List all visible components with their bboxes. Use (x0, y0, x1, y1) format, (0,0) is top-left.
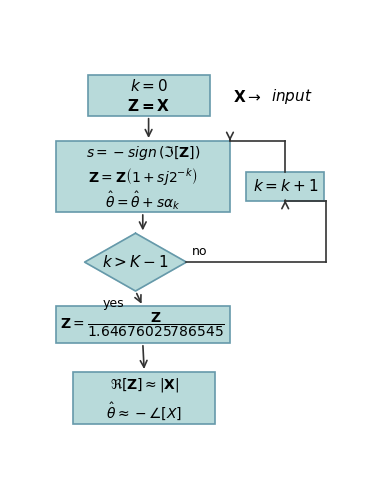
Text: $k = 0$: $k = 0$ (129, 78, 168, 94)
Text: $\mathbf{X} \rightarrow$: $\mathbf{X} \rightarrow$ (233, 88, 262, 104)
Text: $\mathit{input}$: $\mathit{input}$ (271, 87, 312, 106)
FancyBboxPatch shape (56, 306, 230, 343)
Text: $\mathbf{Z = X}$: $\mathbf{Z = X}$ (127, 98, 170, 114)
FancyBboxPatch shape (73, 372, 215, 424)
Text: $\mathbf{Z} = \dfrac{\mathbf{Z}}{1.64676025786545}$: $\mathbf{Z} = \dfrac{\mathbf{Z}}{1.64676… (60, 310, 225, 339)
FancyBboxPatch shape (56, 141, 230, 212)
Text: $k > K - 1$: $k > K - 1$ (102, 254, 169, 270)
Text: $\mathbf{Z} = \mathbf{Z}\left(1 + sj2^{-k}\right)$: $\mathbf{Z} = \mathbf{Z}\left(1 + sj2^{-… (88, 166, 197, 187)
Text: $\hat{\theta} = \hat{\theta} + s\alpha_k$: $\hat{\theta} = \hat{\theta} + s\alpha_k… (105, 189, 180, 212)
Polygon shape (85, 234, 186, 291)
Text: $\Re[\mathbf{Z}] \approx |\mathbf{X}|$: $\Re[\mathbf{Z}] \approx |\mathbf{X}|$ (110, 376, 179, 394)
Text: $s = -sign\,(\Im[\mathbf{Z}])$: $s = -sign\,(\Im[\mathbf{Z}])$ (86, 144, 200, 162)
Text: no: no (192, 246, 208, 258)
Text: yes: yes (102, 297, 124, 310)
Text: $\hat{\theta} \approx -\angle[X]$: $\hat{\theta} \approx -\angle[X]$ (106, 400, 182, 421)
FancyBboxPatch shape (246, 172, 324, 200)
FancyBboxPatch shape (87, 76, 210, 116)
Text: $k = k + 1$: $k = k + 1$ (252, 178, 318, 194)
